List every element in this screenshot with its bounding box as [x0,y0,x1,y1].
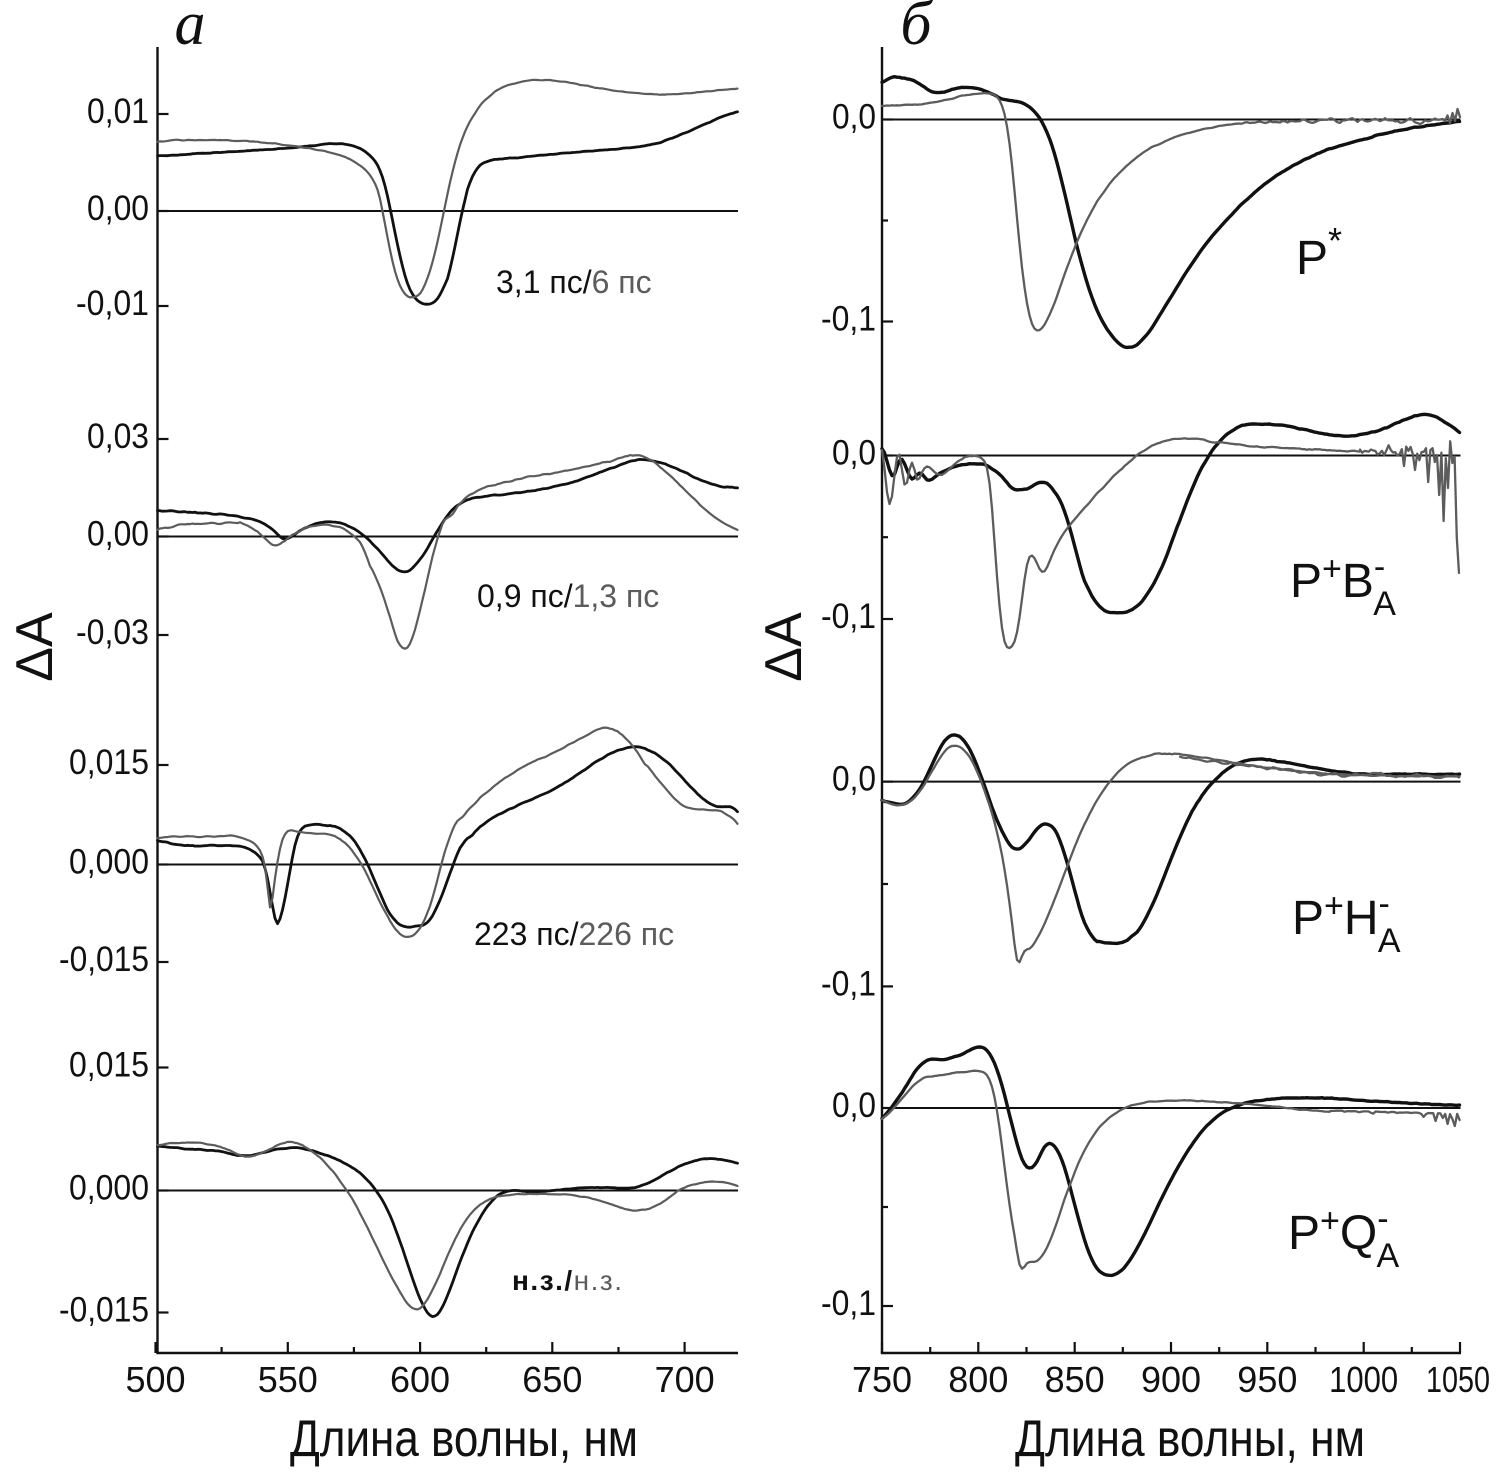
svg-text:3,1 пс/6 пс: 3,1 пс/6 пс [496,264,652,300]
svg-text:б: б [900,0,933,58]
svg-text:-0,1: -0,1 [821,964,876,1003]
svg-text:-0,01: -0,01 [76,284,149,323]
svg-text:а: а [175,0,206,58]
svg-text:0,0: 0,0 [832,98,876,137]
svg-text:-0,1: -0,1 [821,300,876,339]
svg-text:0,0: 0,0 [832,760,876,799]
svg-text:ΔA: ΔA [755,612,813,682]
svg-text:800: 800 [948,1359,1008,1400]
svg-text:600: 600 [390,1359,450,1400]
svg-text:500: 500 [125,1359,185,1400]
svg-text:700: 700 [655,1359,715,1400]
svg-text:-0,1: -0,1 [821,1284,876,1323]
svg-text:0,9 пс/1,3 пс: 0,9 пс/1,3 пс [477,578,659,614]
svg-text:Длина волны, нм: Длина волны, нм [290,1410,638,1467]
svg-text:-0,1: -0,1 [821,597,876,636]
svg-text:ΔA: ΔA [6,612,64,682]
svg-text:0,000: 0,000 [69,843,149,882]
svg-text:Длина волны, нм: Длина волны, нм [1015,1410,1365,1467]
svg-text:0,015: 0,015 [69,743,149,782]
svg-text:0,03: 0,03 [87,417,149,456]
svg-text:0,015: 0,015 [69,1046,149,1085]
svg-text:0,0: 0,0 [832,1086,876,1125]
svg-text:850: 850 [1045,1359,1105,1400]
svg-text:-0,03: -0,03 [76,613,149,652]
svg-text:-0,015: -0,015 [59,1291,149,1330]
svg-text:н.з./н.з.: н.з./н.з. [512,1265,624,1296]
svg-text:750: 750 [852,1359,912,1400]
svg-text:1050: 1050 [1426,1359,1490,1400]
svg-text:-0,015: -0,015 [59,940,149,979]
svg-text:1000: 1000 [1329,1359,1398,1400]
svg-text:550: 550 [258,1359,318,1400]
svg-text:650: 650 [522,1359,582,1400]
svg-text:0,000: 0,000 [69,1169,149,1208]
svg-text:0,00: 0,00 [87,515,149,554]
svg-text:223 пс/226 пс: 223 пс/226 пс [474,916,674,952]
svg-text:0,00: 0,00 [87,189,149,228]
svg-text:900: 900 [1141,1359,1201,1400]
svg-text:0,0: 0,0 [832,434,876,473]
svg-text:0,01: 0,01 [87,92,149,131]
svg-text:950: 950 [1237,1359,1297,1400]
